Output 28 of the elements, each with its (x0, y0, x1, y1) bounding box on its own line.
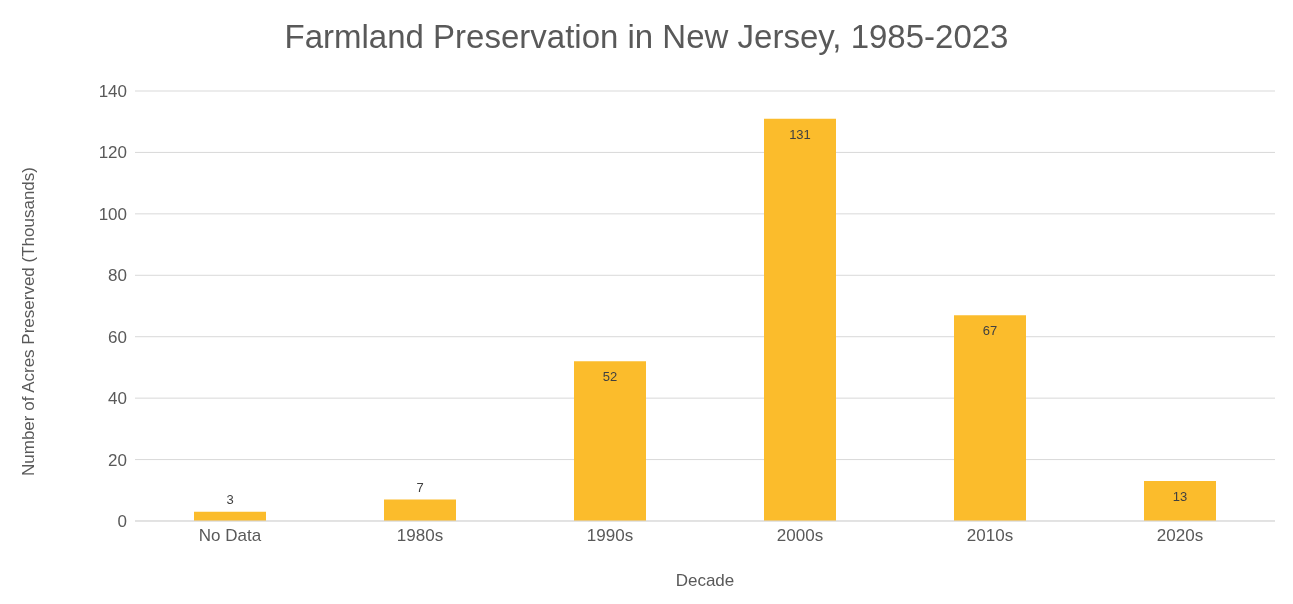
y-tick-label: 20 (108, 450, 127, 470)
data-label: 3 (226, 491, 234, 507)
x-tick-label: 2000s (776, 526, 824, 546)
y-tick-label: 140 (98, 82, 127, 102)
y-tick-label: 0 (117, 512, 127, 532)
y-tick-label: 60 (108, 327, 127, 347)
x-tick-label: 2010s (966, 526, 1014, 546)
y-tick-label: 80 (108, 266, 127, 286)
x-tick-label: 2020s (1156, 526, 1204, 546)
data-label: 52 (602, 369, 618, 385)
bar (1144, 481, 1216, 521)
chart-title: Farmland Preservation in New Jersey, 1985-2023 (283, 18, 1010, 56)
y-tick-label: 120 (98, 143, 127, 163)
y-tick-label: 40 (108, 389, 127, 409)
data-label: 13 (1172, 489, 1188, 505)
bar (384, 499, 456, 521)
y-tick-label: 100 (98, 204, 127, 224)
data-label: 131 (789, 126, 811, 142)
y-axis-title: Number of Acres Preserved (Thousands) (19, 167, 39, 476)
bar (954, 315, 1026, 521)
x-tick-label: No Data (198, 526, 262, 546)
bar (764, 118, 836, 521)
data-label: 7 (416, 479, 424, 495)
x-axis-title: Decade (675, 571, 735, 590)
bar (574, 361, 646, 521)
x-tick-label: 1980s (396, 526, 444, 546)
data-label: 67 (982, 323, 998, 339)
x-tick-label: 1990s (586, 526, 634, 546)
